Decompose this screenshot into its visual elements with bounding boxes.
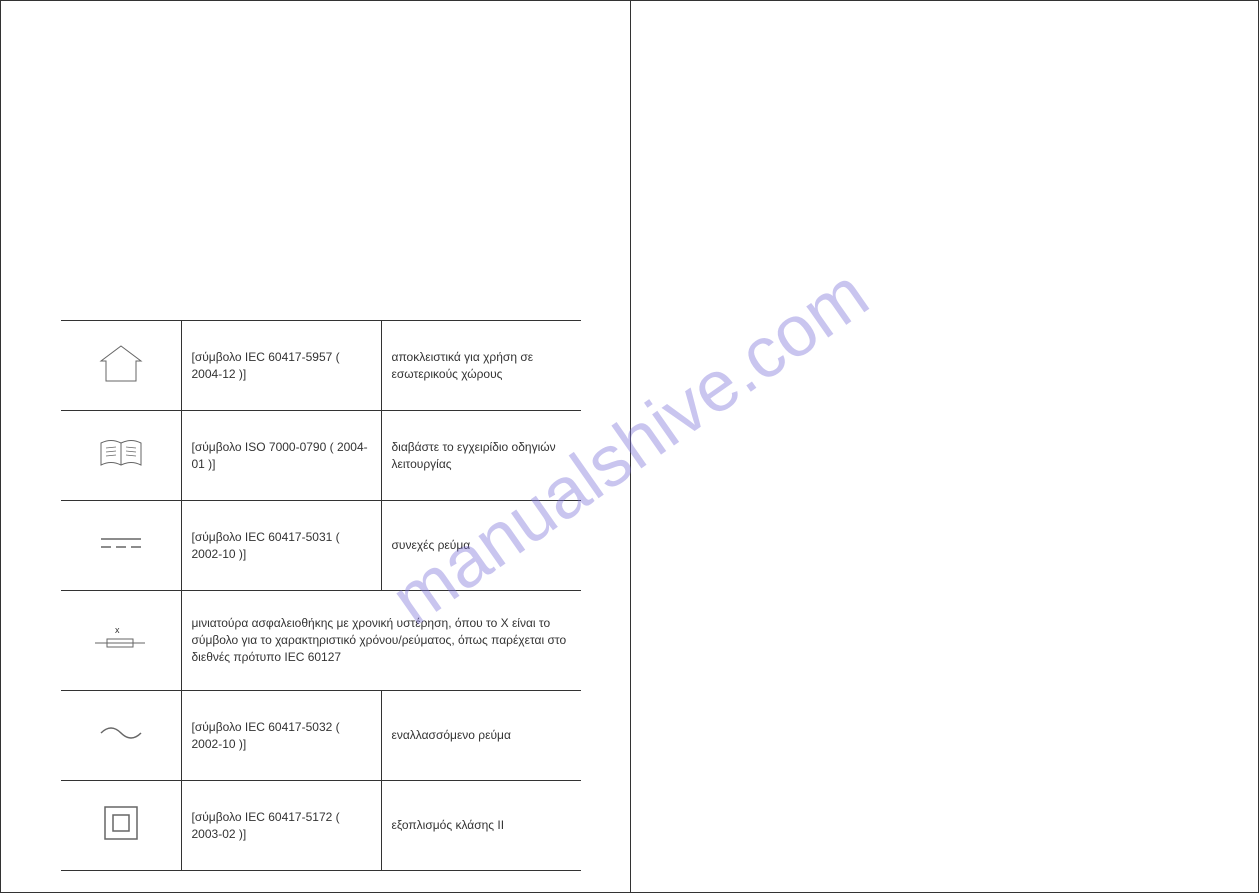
table-row: [σύμβολο IEC 60417-5031 ( 2002-10 )] συν… xyxy=(61,501,581,591)
class2-icon xyxy=(101,803,141,843)
code-cell: [σύμβολο ISO 7000-0790 ( 2004-01 )] xyxy=(181,411,381,501)
table-row: x μινιατούρα ασφαλειοθήκης με χρονική υσ… xyxy=(61,591,581,691)
left-page: [σύμβολο IEC 60417-5957 ( 2004-12 )] απο… xyxy=(0,0,630,893)
manual-icon xyxy=(96,433,146,473)
code-cell: [σύμβολο IEC 60417-5957 ( 2004-12 )] xyxy=(181,321,381,411)
house-icon xyxy=(96,341,146,386)
code-cell: [σύμβολο IEC 60417-5172 ( 2003-02 )] xyxy=(181,781,381,871)
dc-icon xyxy=(96,533,146,553)
desc-cell: αποκλειστικά για χρήση σε εσωτερικούς χώ… xyxy=(381,321,581,411)
merged-desc-cell: μινιατούρα ασφαλειοθήκης με χρονική υστέ… xyxy=(181,591,581,691)
icon-cell xyxy=(61,781,181,871)
icon-cell xyxy=(61,321,181,411)
table-row: [σύμβολο ISO 7000-0790 ( 2004-01 )] διαβ… xyxy=(61,411,581,501)
table-row: [σύμβολο IEC 60417-5957 ( 2004-12 )] απο… xyxy=(61,321,581,411)
desc-cell: συνεχές ρεύμα xyxy=(381,501,581,591)
page-container: [σύμβολο IEC 60417-5957 ( 2004-12 )] απο… xyxy=(0,0,1259,893)
symbol-table: [σύμβολο IEC 60417-5957 ( 2004-12 )] απο… xyxy=(61,320,581,871)
right-page xyxy=(630,0,1259,893)
desc-cell: εναλλασσόμενο ρεύμα xyxy=(381,691,581,781)
icon-cell xyxy=(61,691,181,781)
ac-icon xyxy=(96,723,146,743)
icon-cell xyxy=(61,411,181,501)
desc-cell: διαβάστε το εγχειρίδιο οδηγιών λειτουργί… xyxy=(381,411,581,501)
fuse-label: x xyxy=(115,625,120,635)
table-row: [σύμβολο IEC 60417-5172 ( 2003-02 )] εξο… xyxy=(61,781,581,871)
fuse-icon: x xyxy=(93,623,148,653)
code-cell: [σύμβολο IEC 60417-5032 ( 2002-10 )] xyxy=(181,691,381,781)
icon-cell xyxy=(61,501,181,591)
code-cell: [σύμβολο IEC 60417-5031 ( 2002-10 )] xyxy=(181,501,381,591)
icon-cell: x xyxy=(61,591,181,691)
desc-cell: εξοπλισμός κλάσης II xyxy=(381,781,581,871)
table-row: [σύμβολο IEC 60417-5032 ( 2002-10 )] ενα… xyxy=(61,691,581,781)
